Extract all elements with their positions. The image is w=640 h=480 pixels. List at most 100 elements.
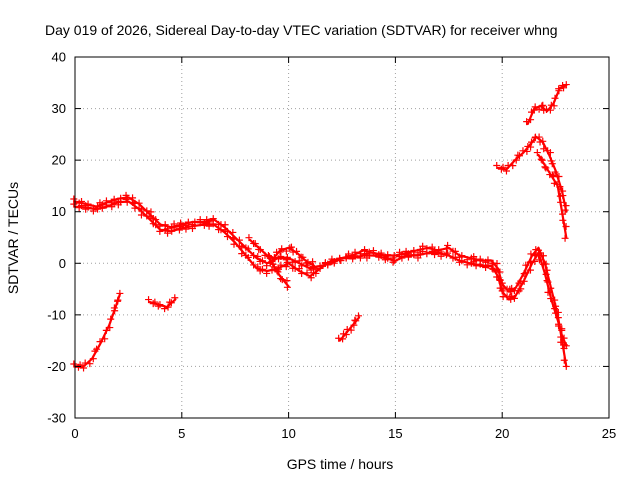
data-point-marker xyxy=(404,253,412,261)
data-point-marker xyxy=(86,360,94,368)
data-point-marker xyxy=(93,345,101,353)
x-tick-label: 5 xyxy=(178,426,185,441)
data-point-marker xyxy=(277,261,285,269)
data-point-marker xyxy=(539,260,547,268)
data-point-marker xyxy=(498,287,506,295)
data-point-marker xyxy=(110,199,118,207)
data-point-marker xyxy=(442,245,450,253)
data-point-marker xyxy=(299,253,307,261)
data-point-marker xyxy=(271,254,279,262)
data-point-marker xyxy=(129,198,137,206)
data-point-marker xyxy=(282,263,290,271)
data-point-marker xyxy=(278,245,286,253)
data-point-marker xyxy=(137,211,145,219)
y-tick-label: 40 xyxy=(52,50,66,65)
data-point-marker xyxy=(161,305,169,313)
data-point-marker xyxy=(164,229,172,237)
data-point-marker xyxy=(166,298,174,306)
data-point-marker xyxy=(351,316,359,324)
data-point-marker xyxy=(283,258,291,266)
data-point-marker xyxy=(263,269,271,277)
data-point-marker xyxy=(531,134,539,142)
data-point-marker xyxy=(527,143,535,151)
data-point-marker xyxy=(209,220,217,228)
data-point-marker xyxy=(330,257,338,265)
data-point-marker xyxy=(295,257,303,265)
data-point-marker xyxy=(84,203,92,211)
data-point-marker xyxy=(551,94,559,102)
data-point-marker xyxy=(533,149,541,157)
y-tick-label: 10 xyxy=(52,204,66,219)
x-tick-label: 0 xyxy=(71,426,78,441)
data-point-marker xyxy=(282,247,290,255)
data-point-marker xyxy=(519,147,527,155)
data-point-marker xyxy=(96,338,104,346)
data-point-marker xyxy=(102,201,110,209)
data-point-marker xyxy=(451,247,459,255)
data-point-marker xyxy=(245,234,253,242)
data-point-marker xyxy=(554,314,562,322)
data-point-marker xyxy=(539,137,547,145)
series-track-10 xyxy=(533,149,570,242)
data-point-marker xyxy=(489,265,497,273)
data-point-marker xyxy=(544,288,552,296)
data-point-marker xyxy=(562,362,570,370)
data-point-marker xyxy=(293,247,301,255)
data-point-marker xyxy=(244,253,252,261)
data-point-marker xyxy=(561,234,569,242)
data-point-marker xyxy=(302,259,310,267)
data-point-marker xyxy=(509,162,517,170)
data-point-marker xyxy=(303,269,311,277)
data-point-marker xyxy=(116,289,124,297)
data-point-marker xyxy=(98,204,106,212)
data-point-marker xyxy=(365,252,373,260)
data-point-marker xyxy=(496,276,504,284)
data-point-marker xyxy=(283,283,291,291)
data-point-marker xyxy=(161,225,169,233)
data-point-marker xyxy=(431,251,439,259)
data-point-marker xyxy=(351,252,359,260)
data-point-marker xyxy=(223,233,231,241)
y-tick-label: -20 xyxy=(47,359,66,374)
data-point-marker xyxy=(410,251,418,259)
data-point-marker xyxy=(337,257,345,265)
data-point-marker xyxy=(476,260,484,268)
data-point-marker xyxy=(437,252,445,260)
data-point-marker xyxy=(484,261,492,269)
data-point-marker xyxy=(549,173,557,181)
data-point-marker xyxy=(542,164,550,172)
data-point-marker xyxy=(523,147,531,155)
data-point-marker xyxy=(550,102,558,110)
data-point-marker xyxy=(542,106,550,114)
data-point-marker xyxy=(145,296,153,304)
data-point-marker xyxy=(167,299,175,307)
data-point-marker xyxy=(542,270,550,278)
data-point-marker xyxy=(352,317,360,325)
data-point-marker xyxy=(244,245,252,253)
data-point-marker xyxy=(345,252,353,260)
data-point-marker xyxy=(149,300,157,308)
data-point-marker xyxy=(419,247,427,255)
data-point-marker xyxy=(444,241,452,249)
data-point-marker xyxy=(277,275,285,283)
data-point-marker xyxy=(551,168,559,176)
data-point-marker xyxy=(423,250,431,258)
data-point-marker xyxy=(151,298,159,306)
data-point-marker xyxy=(78,202,86,210)
data-point-marker xyxy=(114,296,122,304)
data-point-marker xyxy=(540,145,548,153)
data-point-marker xyxy=(522,269,530,277)
data-point-marker xyxy=(528,138,536,146)
data-point-marker xyxy=(493,266,501,274)
data-point-marker xyxy=(164,303,172,311)
data-point-marker xyxy=(81,359,89,367)
x-tick-label: 20 xyxy=(495,426,509,441)
data-point-marker xyxy=(278,276,286,284)
data-point-marker xyxy=(553,180,561,188)
data-point-marker xyxy=(369,249,377,257)
data-point-marker xyxy=(543,277,551,285)
data-point-marker xyxy=(548,160,556,168)
chart-title: Day 019 of 2026, Sidereal Day-to-day VTE… xyxy=(45,22,558,38)
axes: 0 5 10 15 20 25 -30 -20 -10 0 10 20 30 40 xyxy=(47,50,616,442)
